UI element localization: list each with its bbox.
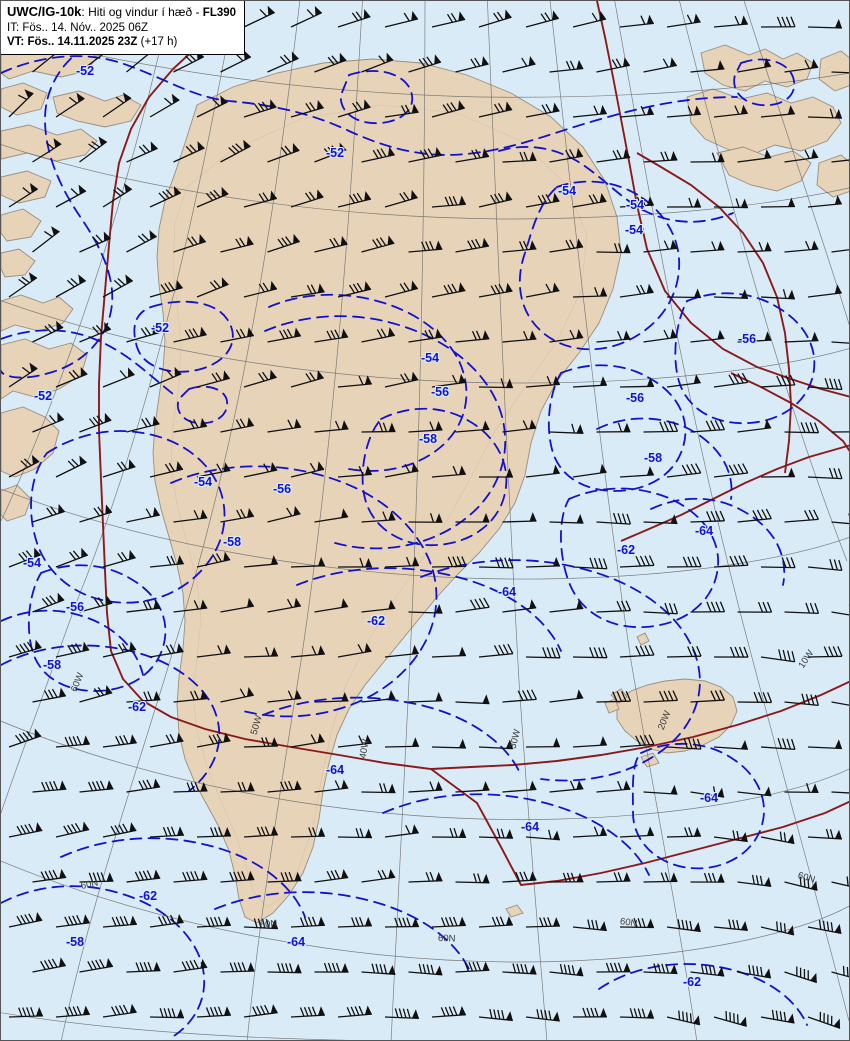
iceland-s-peninsula bbox=[640, 752, 660, 768]
isotherm-56-closed-e bbox=[548, 364, 687, 492]
isotherm-52-north bbox=[1, 55, 738, 156]
isotherm-62-se bbox=[598, 963, 808, 1026]
header-title-line: UWC/IG-10k: Hiti og vindur í hæð - FL390 bbox=[7, 4, 236, 21]
parallel-80n bbox=[1, 31, 849, 98]
meridian-70w bbox=[1, 1, 236, 814]
isotherm-54-closed-w bbox=[30, 430, 226, 604]
isotherm-layer bbox=[1, 46, 816, 1040]
flight-level: FL390 bbox=[202, 7, 237, 19]
meridian-10w bbox=[614, 1, 849, 1022]
isotherm-54-center bbox=[268, 293, 468, 472]
landmass-layer bbox=[1, 42, 849, 924]
small-islet bbox=[505, 904, 524, 918]
jan-mayen bbox=[636, 632, 650, 646]
isotherm-52-west bbox=[1, 46, 114, 379]
isotherm-56-nw bbox=[1, 329, 178, 398]
fir-boundary-se bbox=[620, 444, 849, 542]
isotherm-54-ne bbox=[498, 146, 734, 223]
chart-header-box: UWC/IG-10k: Hiti og vindur í hæð - FL390… bbox=[1, 1, 246, 56]
valid-offset: (+17 h) bbox=[137, 36, 178, 49]
isotherm-52-closed-a bbox=[340, 70, 414, 124]
parallel-62n bbox=[1, 720, 849, 820]
island-ne-canada-7 bbox=[1, 248, 36, 278]
meridian-10e bbox=[743, 1, 849, 326]
fir-boundary-north bbox=[596, 1, 849, 398]
isotherm-52-closed-d bbox=[176, 385, 228, 425]
fir-boundary-layer bbox=[98, 1, 849, 887]
svalbard-e bbox=[818, 50, 849, 92]
isotherm-64-s bbox=[262, 696, 520, 772]
island-ne-canada-2 bbox=[1, 82, 48, 116]
parallel-75n bbox=[1, 144, 849, 220]
isotherm-56-closed-sw bbox=[28, 564, 167, 692]
isotherm-52-closed-c bbox=[133, 300, 234, 373]
valid-time: Fös.. 14.11.2025 23Z bbox=[27, 36, 138, 49]
isotherm-64-s2 bbox=[382, 793, 650, 876]
isotherm-62-w bbox=[1, 644, 221, 792]
isotherm-62-center bbox=[296, 567, 562, 652]
fir-boundary-e bbox=[730, 372, 849, 452]
meridian-60w bbox=[61, 1, 301, 1040]
island-ne-canada-6 bbox=[1, 208, 42, 242]
meridian-30w bbox=[487, 1, 548, 1040]
fir-boundary-south bbox=[430, 680, 849, 770]
baffin-island-s bbox=[1, 406, 60, 478]
isotherm-58-sw bbox=[1, 885, 206, 1040]
svalbard-s bbox=[716, 146, 812, 192]
meridian-50w bbox=[246, 1, 363, 1040]
iceland-westfjords-2 bbox=[604, 698, 620, 714]
header-valid-line: VT: Fös.. 14.11.2025 23Z (+17 h) bbox=[7, 35, 236, 50]
issue-prefix: IT: bbox=[7, 21, 23, 34]
isotherm-62-closed-c bbox=[560, 487, 719, 628]
isotherm-64-closed-iceland bbox=[631, 742, 765, 870]
isotherm-64-center bbox=[420, 559, 701, 782]
isotherm-64-sw bbox=[214, 891, 470, 970]
isotherm-58-w bbox=[1, 609, 144, 676]
parallel-57n bbox=[1, 1012, 349, 1040]
fir-boundary-ne bbox=[636, 152, 792, 474]
parallel-65n bbox=[1, 488, 849, 580]
meridian-80w bbox=[1, 1, 172, 522]
valid-prefix: VT: bbox=[7, 36, 28, 49]
header-issue-line: IT: Fös.. 14. Nóv.. 2025 06Z bbox=[7, 21, 236, 36]
issue-time: Fös.. 14. Nóv.. 2025 06Z bbox=[22, 21, 149, 34]
fir-boundary-west bbox=[98, 1, 849, 887]
iceland bbox=[616, 678, 738, 754]
parallel-70n bbox=[1, 300, 849, 384]
isotherm-56-center bbox=[264, 315, 507, 550]
meridian-0 bbox=[679, 1, 848, 562]
svalbard-se bbox=[816, 154, 849, 198]
isotherm-62-sw bbox=[60, 837, 306, 918]
island-ne-canada-5 bbox=[1, 170, 52, 204]
isotherm-58-center bbox=[170, 465, 438, 718]
product-code: UWC/IG-10k bbox=[7, 4, 82, 19]
isotherm-56-closed-ne bbox=[674, 292, 816, 425]
title-separator: : bbox=[81, 5, 89, 19]
isotherm-54-closed-ne bbox=[518, 180, 681, 351]
isotherm-58-closed-c bbox=[361, 407, 508, 546]
chart-title: Hiti og vindur í hæð - bbox=[88, 5, 203, 19]
isotherm-64-e bbox=[650, 497, 786, 586]
isotherm-52-closed-b bbox=[733, 58, 796, 107]
isotherm-58-e bbox=[596, 417, 733, 500]
